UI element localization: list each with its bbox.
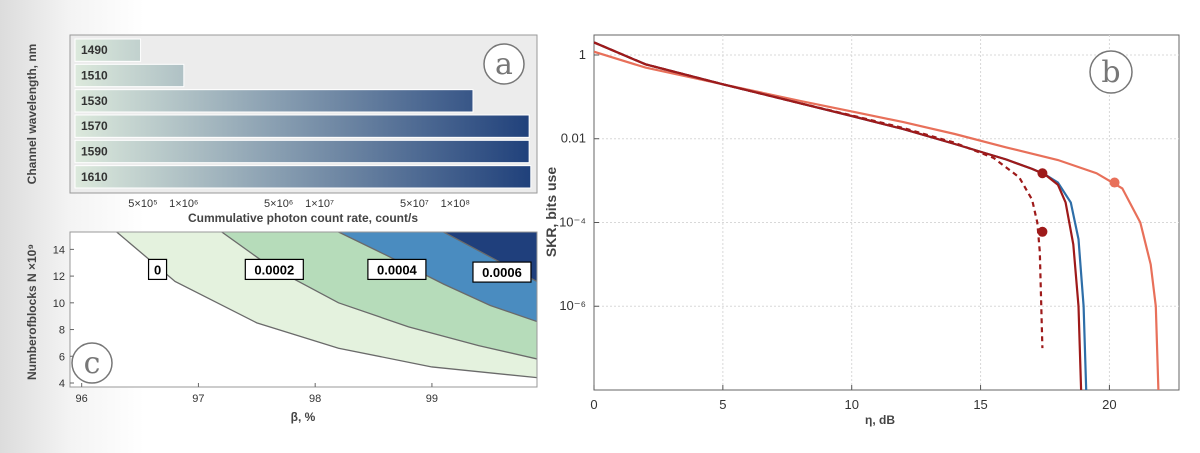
y-tick-c: 4 xyxy=(59,378,65,390)
panel-a: 1490 1510 1530 1570 1590 1610 5×10⁵ 1×10⁶ 5×10⁶… xyxy=(25,34,538,225)
x-tick-a: 1×10⁶ xyxy=(169,198,198,210)
x-tick-c: 96 xyxy=(76,393,88,405)
bar-1510 xyxy=(74,63,185,88)
panel-a-badge xyxy=(483,43,525,85)
x-axis-label-b: η, dB xyxy=(865,413,895,427)
y-tick-c: 12 xyxy=(53,271,65,283)
panel-letter-b: b xyxy=(1101,55,1120,90)
panel-c-badge xyxy=(71,342,113,384)
bar-1590 xyxy=(74,139,530,164)
series-marker-0 xyxy=(1109,177,1120,188)
contour-label-box-0 xyxy=(147,258,168,281)
x-tick-c: 98 xyxy=(309,393,321,405)
contour-line-2 xyxy=(338,232,537,323)
plot-frame-b xyxy=(593,34,1180,391)
x-tick-b: 0 xyxy=(590,397,597,412)
contour-label-box-2 xyxy=(367,258,427,281)
contour-label-0: 0 xyxy=(154,262,161,277)
contour-label-box-1 xyxy=(244,258,304,281)
x-tick-b: 10 xyxy=(844,397,858,412)
panel-letter-c: c xyxy=(84,346,101,381)
bar-1570 xyxy=(74,114,530,138)
contour-label-3: 0.0006 xyxy=(482,265,522,280)
panel-c: 96 97 98 99 4 6 8 10 12 14 0 0.0002 0.0004 0.0006 β,… xyxy=(25,231,538,424)
y-axis-label-c: Numberofblocks N ×10⁹ xyxy=(25,244,39,380)
x-axis-label-a: Cummulative photon count rate, count/s xyxy=(188,211,418,225)
bar-label-1590: 1590 xyxy=(81,145,108,159)
y-tick-c: 8 xyxy=(59,325,65,337)
bar-label-1530: 1530 xyxy=(81,94,108,108)
y-axis-label-b: SKR, bits use xyxy=(543,167,559,257)
series-line-3 xyxy=(594,41,1044,349)
contour-label-box-3 xyxy=(472,261,532,283)
bar-1490 xyxy=(74,38,142,62)
bar-label-1490: 1490 xyxy=(81,43,108,57)
panel-b-badge xyxy=(1089,50,1133,94)
y-tick-b: 10⁻⁶ xyxy=(559,298,586,313)
bar-1530 xyxy=(74,89,474,113)
y-tick-c: 6 xyxy=(59,351,65,363)
x-tick-b: 15 xyxy=(973,397,987,412)
y-axis-label-a: Channel wavelength, nm xyxy=(25,44,39,185)
plot-frame-c xyxy=(69,231,538,388)
x-tick-a: 5×10⁶ xyxy=(264,198,293,210)
x-tick-c: 97 xyxy=(192,393,204,405)
y-tick-c: 14 xyxy=(53,244,65,256)
x-axis-label-c: β, % xyxy=(291,410,316,424)
y-tick-c: 10 xyxy=(53,298,65,310)
x-tick-a: 1×10⁸ xyxy=(441,198,470,210)
y-tick-b: 10⁻⁴ xyxy=(559,214,586,229)
y-tick-b: 1 xyxy=(579,47,586,62)
x-tick-b: 20 xyxy=(1102,397,1116,412)
panel-letter-a: a xyxy=(495,47,513,82)
x-tick-a: 5×10⁷ xyxy=(400,198,429,210)
contour-label-1: 0.0002 xyxy=(254,262,294,277)
x-tick-a: 5×10⁵ xyxy=(128,198,157,210)
bar-1610 xyxy=(74,165,532,189)
x-tick-c: 99 xyxy=(426,393,438,405)
bar-label-1570: 1570 xyxy=(81,119,108,133)
contour-label-2: 0.0004 xyxy=(377,262,418,277)
series-marker-2 xyxy=(1037,168,1048,179)
y-tick-b: 0.01 xyxy=(561,131,586,146)
bar-label-1510: 1510 xyxy=(81,69,108,83)
panel-b: 0 5 10 15 20 1 0.01 10⁻⁴ 10⁻⁶ η, dB SKR, bits us… xyxy=(543,34,1180,427)
x-tick-b: 5 xyxy=(719,397,726,412)
x-tick-a: 1×10⁷ xyxy=(305,198,334,210)
bar-label-1610: 1610 xyxy=(81,170,108,184)
series-marker-3 xyxy=(1037,226,1048,237)
